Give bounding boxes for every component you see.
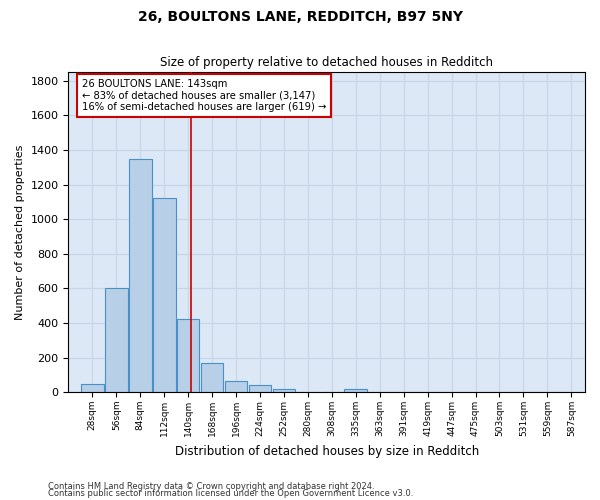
Bar bbox=[177, 320, 199, 392]
Bar bbox=[81, 384, 104, 392]
Bar bbox=[272, 388, 295, 392]
Bar bbox=[344, 388, 367, 392]
Bar bbox=[153, 198, 176, 392]
Text: Contains public sector information licensed under the Open Government Licence v3: Contains public sector information licen… bbox=[48, 489, 413, 498]
Text: 26, BOULTONS LANE, REDDITCH, B97 5NY: 26, BOULTONS LANE, REDDITCH, B97 5NY bbox=[137, 10, 463, 24]
Text: Contains HM Land Registry data © Crown copyright and database right 2024.: Contains HM Land Registry data © Crown c… bbox=[48, 482, 374, 491]
Bar bbox=[225, 381, 247, 392]
Bar bbox=[129, 158, 152, 392]
Y-axis label: Number of detached properties: Number of detached properties bbox=[15, 144, 25, 320]
Title: Size of property relative to detached houses in Redditch: Size of property relative to detached ho… bbox=[160, 56, 493, 70]
Bar bbox=[248, 385, 271, 392]
Text: 26 BOULTONS LANE: 143sqm
← 83% of detached houses are smaller (3,147)
16% of sem: 26 BOULTONS LANE: 143sqm ← 83% of detach… bbox=[82, 79, 326, 112]
X-axis label: Distribution of detached houses by size in Redditch: Distribution of detached houses by size … bbox=[175, 444, 479, 458]
Bar bbox=[201, 362, 223, 392]
Bar bbox=[105, 288, 128, 392]
